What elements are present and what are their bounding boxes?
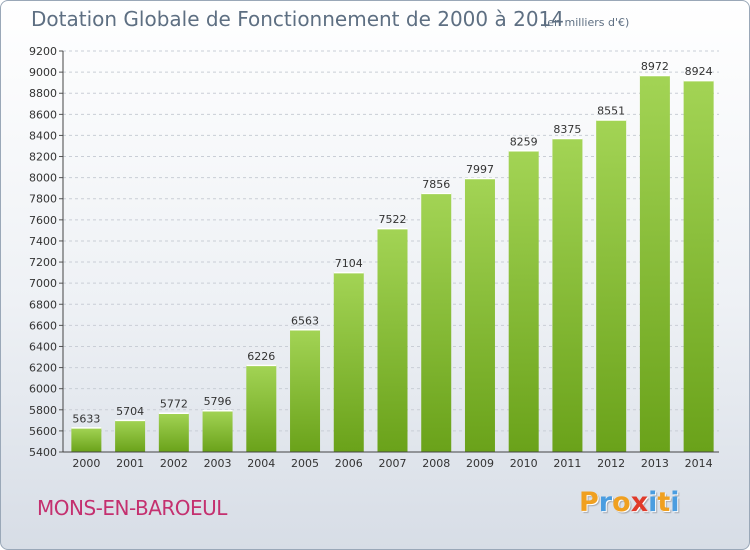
logo-letter: o — [612, 487, 631, 518]
y-tick-label: 5600 — [29, 425, 57, 438]
value-labels: 5633 5704 5772 5796 6226 6563 7104 7522 7856 7997… — [72, 60, 712, 425]
value-label-2005: 6563 — [291, 314, 319, 327]
x-tick-label-2012: 2012 — [597, 457, 625, 470]
y-tick-labels: 5400 5600 5800 6000 6200 6400 6600 6800 7000 7200… — [29, 45, 57, 459]
y-tick-label: 8400 — [29, 129, 57, 142]
bar-2003 — [202, 410, 233, 452]
y-tick-label: 7400 — [29, 235, 57, 248]
y-tick-label: 8000 — [29, 172, 57, 185]
bar-2011 — [552, 138, 583, 452]
y-tick-label: 9000 — [29, 66, 57, 79]
value-label-2013: 8972 — [641, 60, 669, 73]
y-tick-label: 8800 — [29, 87, 57, 100]
value-label-2014: 8924 — [685, 65, 713, 78]
unit-label: (en milliers d'€) — [543, 16, 630, 29]
bar-2000 — [71, 427, 102, 452]
logo-letter: i — [670, 487, 680, 518]
x-tick-label-2002: 2002 — [160, 457, 188, 470]
bar-2002 — [158, 412, 189, 452]
y-tick-label: 5400 — [29, 446, 57, 459]
bar-2013 — [639, 75, 670, 452]
x-tick-label-2013: 2013 — [641, 457, 669, 470]
y-tick-label: 6200 — [29, 362, 57, 375]
x-tick-label-2004: 2004 — [247, 457, 275, 470]
value-label-2010: 8259 — [510, 135, 538, 148]
x-tick-label-2005: 2005 — [291, 457, 319, 470]
bar-2005 — [290, 329, 321, 452]
value-label-2007: 7522 — [379, 213, 407, 226]
y-tick-label: 8200 — [29, 151, 57, 164]
bar-2014 — [683, 80, 714, 453]
value-label-2012: 8551 — [597, 104, 625, 117]
y-tick-label: 8600 — [29, 108, 57, 121]
y-tick-label: 7600 — [29, 214, 57, 227]
logo-letter: i — [648, 487, 658, 518]
y-tick-label: 6800 — [29, 298, 57, 311]
city-name: MONS-EN-BAROEUL — [37, 496, 227, 520]
x-tick-label-2010: 2010 — [510, 457, 538, 470]
value-label-2004: 6226 — [247, 350, 275, 363]
y-tick-label: 7800 — [29, 193, 57, 206]
x-tick-labels: 2000 2001 2002 2003 2004 2005 2006 2007 2008 2009… — [72, 457, 712, 470]
bar-2004 — [246, 364, 277, 452]
bars — [71, 74, 714, 453]
x-tick-label-2000: 2000 — [72, 457, 100, 470]
logo-letter: r — [598, 487, 613, 518]
chart-title: Dotation Globale de Fonctionnement de 20… — [31, 7, 564, 31]
bar-2012 — [596, 119, 627, 453]
x-tick-label-2001: 2001 — [116, 457, 144, 470]
value-label-2003: 5796 — [204, 395, 232, 408]
value-label-2002: 5772 — [160, 398, 188, 411]
y-tick-label: 6600 — [29, 319, 57, 332]
bar-2008 — [421, 192, 452, 452]
x-tick-label-2007: 2007 — [379, 457, 407, 470]
logo-letter: t — [657, 487, 671, 518]
proxiti-logo[interactable]: Proxiti — [579, 487, 680, 518]
x-tick-label-2009: 2009 — [466, 457, 494, 470]
bar-2010 — [508, 150, 539, 452]
axes — [62, 51, 719, 453]
value-label-2000: 5633 — [72, 412, 100, 425]
x-tick-label-2008: 2008 — [422, 457, 450, 470]
x-tick-label-2003: 2003 — [204, 457, 232, 470]
value-label-2008: 7856 — [422, 178, 450, 191]
y-tick-label: 6400 — [29, 340, 57, 353]
value-label-2001: 5704 — [116, 405, 144, 418]
bar-2007 — [377, 228, 408, 452]
value-label-2011: 8375 — [553, 123, 581, 136]
value-label-2006: 7104 — [335, 257, 363, 270]
logo-letter: P — [579, 487, 599, 518]
y-tick-label: 7200 — [29, 256, 57, 269]
x-tick-label-2011: 2011 — [553, 457, 581, 470]
value-label-2009: 7997 — [466, 163, 494, 176]
x-tick-label-2006: 2006 — [335, 457, 363, 470]
bar-2009 — [464, 177, 495, 452]
bar-2001 — [115, 419, 146, 452]
y-tick-label: 6000 — [29, 383, 57, 396]
x-tick-label-2014: 2014 — [685, 457, 713, 470]
logo-letter: x — [630, 487, 649, 518]
y-tick-label: 5800 — [29, 404, 57, 417]
y-tick-label: 9200 — [29, 45, 57, 58]
y-tick-label: 7000 — [29, 277, 57, 290]
bar-2006 — [333, 272, 364, 452]
